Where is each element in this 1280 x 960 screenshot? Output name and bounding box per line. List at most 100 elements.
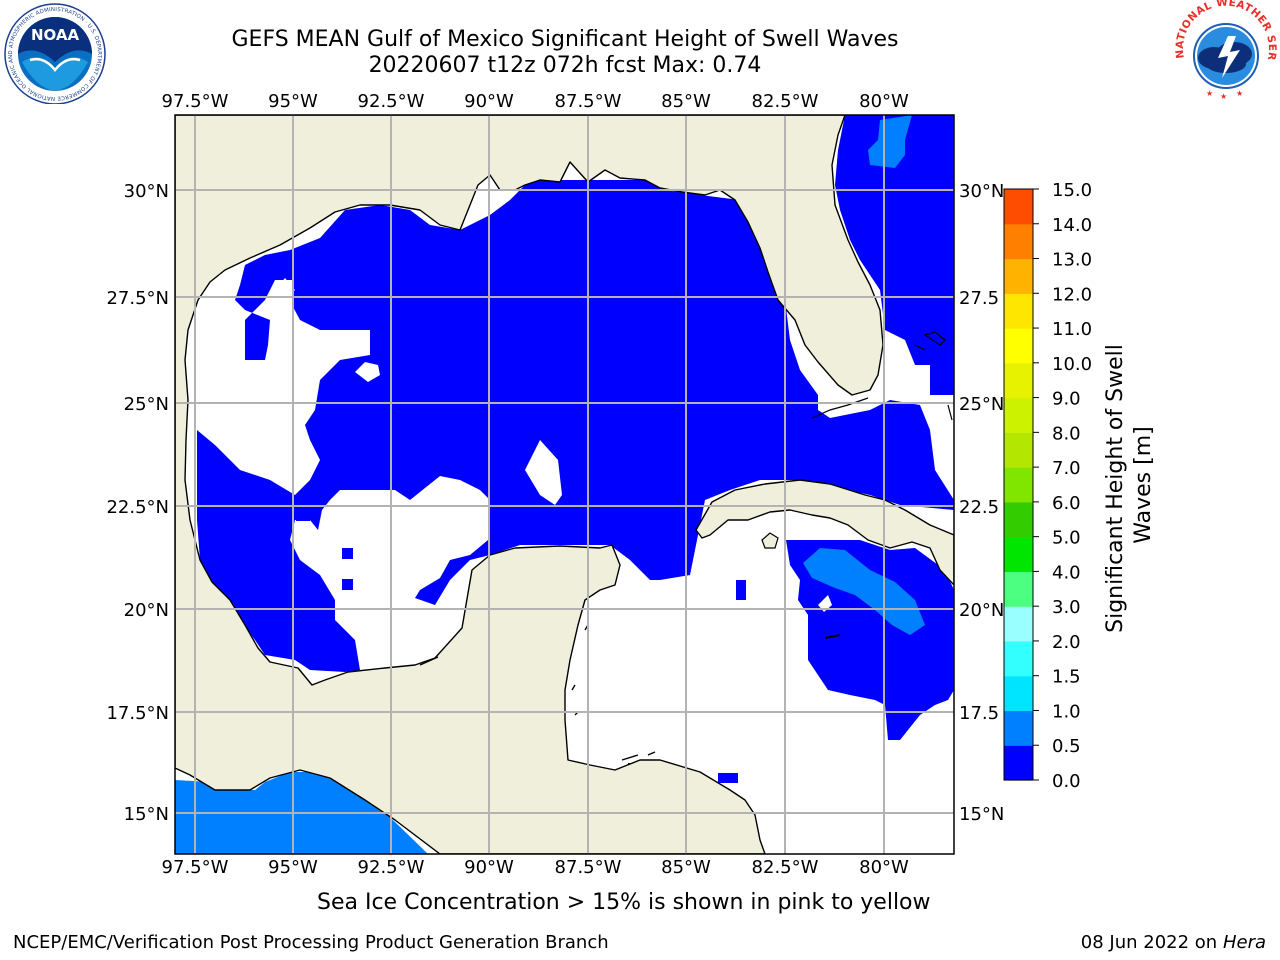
atlantic-swell-field — [835, 115, 954, 395]
colorbar-block — [1004, 328, 1033, 364]
colorbar-tick-label: 7.0 — [1052, 458, 1081, 479]
svg-text:★: ★ — [1220, 92, 1227, 101]
colorbar-block — [1004, 745, 1033, 781]
latitude-label: 22.5 — [959, 497, 999, 518]
nodata-patch — [818, 595, 832, 612]
longitude-labels-top: 97.5°W 95°W 92.5°W 90°W 87.5°W 85°W 82.5°W 80°W — [162, 91, 909, 112]
map-title: GEFS MEAN Gulf of Mexico Significant Hei… — [231, 27, 899, 52]
colorbar-block — [1004, 536, 1033, 573]
swell-cell — [236, 590, 250, 604]
svg-text:★: ★ — [1236, 89, 1243, 98]
atlantic-swell-patch — [868, 115, 912, 168]
land-cayman — [824, 634, 841, 639]
latitude-label: 25°N — [959, 394, 1004, 415]
longitude-label: 82.5°W — [752, 857, 819, 878]
longitude-label: 87.5°W — [555, 857, 622, 878]
latitude-label: 25°N — [124, 394, 169, 415]
latitude-label: 22.5°N — [106, 497, 169, 518]
colorbar-frame — [1003, 188, 1034, 781]
land-bahamas — [923, 331, 946, 346]
latitude-label: 20°N — [959, 600, 1004, 621]
longitude-label: 80°W — [859, 857, 909, 878]
longitude-label: 90°W — [464, 857, 514, 878]
colorbar-block — [1004, 397, 1033, 433]
colorbar-tick-label: 15.0 — [1052, 180, 1092, 201]
nodata-patch — [525, 440, 562, 505]
latitude-label: 27.5°N — [106, 288, 169, 309]
colorbar-label: Significant Height of Swell Waves [m] — [1103, 337, 1156, 633]
noaa-logo: NATIONAL OCEANIC AND ATMOSPHERIC ADMINIS… — [4, 3, 106, 104]
colorbar-block — [1004, 675, 1033, 712]
footer-date-text: 08 Jun 2022 on — [1080, 932, 1218, 953]
nodata-patch — [275, 278, 295, 300]
gulf-swell-field — [197, 180, 954, 672]
latitude-label: 15°N — [124, 804, 169, 825]
colorbar-block — [1004, 293, 1033, 329]
swell-cell — [257, 620, 271, 634]
longitude-label: 95°W — [268, 91, 318, 112]
colorbar-tick-label: 13.0 — [1052, 250, 1092, 271]
swell-cell — [296, 505, 310, 521]
colorbar-block — [1004, 640, 1033, 677]
colorbar-tick-label: 14.0 — [1052, 215, 1092, 236]
longitude-label: 97.5°W — [162, 857, 229, 878]
land-bahamas — [914, 344, 926, 351]
colorbar-block — [1004, 571, 1033, 607]
colorbar-tick-label: 2.0 — [1052, 632, 1081, 653]
longitude-label: 92.5°W — [358, 91, 425, 112]
colorbar-tick-label: 1.0 — [1052, 701, 1081, 722]
latitude-label: 30°N — [124, 181, 169, 202]
colorbar-tick-label: 10.0 — [1052, 354, 1092, 375]
footer-date: 08 Jun 2022 on Hera — [1081, 932, 1266, 953]
colorbar-tick-label: 8.0 — [1052, 423, 1081, 444]
colorbar-tick-label: 11.0 — [1052, 319, 1092, 340]
longitude-label: 90°W — [464, 91, 514, 112]
land-north-america — [175, 115, 884, 854]
colorbar-block — [1004, 606, 1033, 642]
colorbar-ticks: 15.0 14.0 13.0 12.0 11.0 10.0 9.0 8.0 7.0 6.0 5.0 4… — [1033, 180, 1092, 792]
colorbar-block — [1004, 467, 1033, 503]
colorbar-block — [1004, 223, 1033, 260]
colorbar-block — [1004, 362, 1033, 399]
latitude-labels-right: 30°N 27.5 25°N 22.5 20°N 17.5 15°N — [959, 181, 1004, 825]
land-bay-islands — [621, 751, 656, 761]
latitude-label: 30°N — [959, 181, 1004, 202]
colorbar-tick-label: 4.0 — [1052, 562, 1081, 583]
graticule — [175, 115, 954, 854]
latitude-labels-left: 30°N 27.5°N 25°N 22.5°N 20°N 17.5°N 15°N — [106, 181, 169, 825]
colorbar-block — [1004, 501, 1033, 538]
longitude-labels-bottom: 97.5°W 95°W 92.5°W 90°W 87.5°W 85°W 82.5°W 80°W — [162, 857, 909, 878]
longitude-label: 85°W — [661, 857, 711, 878]
swell-cell — [718, 773, 738, 783]
swell-cell — [342, 548, 353, 559]
longitude-label: 95°W — [268, 857, 318, 878]
latitude-label: 17.5 — [959, 703, 999, 724]
longitude-label: 80°W — [859, 91, 909, 112]
noaa-text: NOAA — [31, 26, 80, 44]
longitude-label: 92.5°W — [358, 857, 425, 878]
land-bahamas — [947, 404, 953, 421]
colorbar-tick-label: 3.0 — [1052, 597, 1081, 618]
colorbar-tick-label: 6.0 — [1052, 493, 1081, 514]
swell-cell — [342, 579, 353, 590]
land-florida-keys — [811, 397, 869, 419]
latitude-label: 15°N — [959, 804, 1004, 825]
map-frame — [174, 114, 955, 855]
caribbean-swell-field — [786, 540, 954, 740]
colorbar-tick-label: 12.0 — [1052, 284, 1092, 305]
caribbean-swell-patch — [803, 548, 925, 635]
nodata-patch — [355, 362, 380, 382]
land-laguna — [419, 656, 439, 666]
colorbar-tick-label: 9.0 — [1052, 389, 1081, 410]
longitude-label: 87.5°W — [555, 91, 622, 112]
longitude-label: 85°W — [661, 91, 711, 112]
longitude-label: 82.5°W — [752, 91, 819, 112]
land-isle-of-youth — [761, 532, 779, 549]
swell-cell — [736, 580, 746, 600]
colorbar-block — [1004, 258, 1033, 294]
svg-text:★: ★ — [1206, 89, 1213, 98]
footer-host: Hera — [1222, 932, 1266, 953]
latitude-label: 17.5°N — [106, 703, 169, 724]
nws-logo: NATIONAL WEATHER SERVICE ★ ★ ★ — [1172, 0, 1278, 104]
